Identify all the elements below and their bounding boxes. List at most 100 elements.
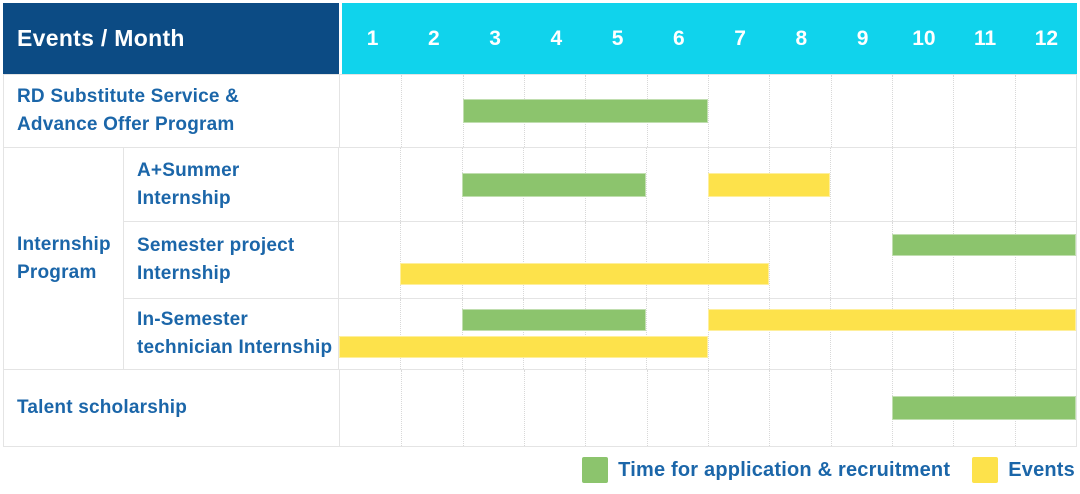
- month-gridline: [584, 222, 586, 298]
- month-gridline: [461, 299, 463, 369]
- month-header-2: 2: [428, 26, 440, 50]
- month-header-12: 12: [1034, 26, 1059, 50]
- month-gridline: [953, 222, 955, 298]
- month-gridline: [953, 148, 955, 221]
- month-gridline: [830, 370, 832, 446]
- month-gridline: [524, 370, 525, 446]
- bar-application-months-3-5: [461, 172, 647, 197]
- month-gridline: [892, 75, 893, 147]
- month-gridline: [708, 370, 709, 446]
- chart-cell-rd-substitute: [340, 75, 1076, 147]
- row-label-line: technician Internship: [137, 337, 333, 358]
- month-header-5: 5: [611, 26, 624, 50]
- bar-application-months-3-6: [462, 99, 708, 123]
- month-gridline: [523, 222, 525, 298]
- row-label-line: Talent scholarship: [17, 397, 188, 418]
- month-gridline: [830, 75, 832, 147]
- month-gridline: [646, 299, 648, 369]
- row-label-rd-substitute: RD Substitute Service & Advance Offer Pr…: [4, 75, 340, 147]
- row-label-line: A+Summer: [137, 159, 240, 181]
- month-gridline: [891, 222, 893, 298]
- legend-label-application: Time for application & recruitment: [618, 458, 951, 481]
- month-header-8: 8: [795, 26, 808, 50]
- group-internship-program: Internship Program A+Summer Internship S…: [4, 147, 1076, 369]
- bar-application-months-10-12: [891, 233, 1076, 256]
- month-gridline: [462, 370, 464, 446]
- row-a-summer-internship: A+Summer Internship: [124, 148, 1076, 221]
- month-gridline: [400, 299, 402, 369]
- row-talent-scholarship: Talent scholarship: [4, 369, 1076, 446]
- group-label-line: Internship: [17, 233, 111, 255]
- month-gridline: [585, 370, 587, 446]
- month-gridline: [768, 222, 770, 298]
- month-gridline: [646, 222, 648, 298]
- month-gridline: [1014, 299, 1016, 369]
- bar-application-months-3-5: [461, 309, 647, 331]
- row-label-line: Advance Offer Program: [17, 114, 235, 135]
- row-label-talent-scholarship: Talent scholarship: [4, 370, 340, 446]
- bar-event-months-2-7: [400, 262, 769, 285]
- month-gridline: [523, 299, 525, 369]
- month-header-7: 7: [734, 26, 746, 50]
- month-gridline: [707, 222, 709, 298]
- chart-cell-talent-scholarship: [340, 370, 1076, 446]
- month-gridline: [953, 75, 955, 147]
- table-body: RD Substitute Service & Advance Offer Pr…: [3, 74, 1077, 447]
- row-in-semester-technician-internship: In-Semester technician Internship: [124, 298, 1076, 369]
- months-header: 1 2 3 4 5 6 7 8 9 10 11 12: [342, 3, 1077, 74]
- month-gridline: [953, 299, 955, 369]
- month-gridline: [461, 222, 463, 298]
- month-gridline: [401, 75, 403, 147]
- bar-application-months-10-12: [892, 396, 1076, 420]
- month-gridline: [400, 148, 402, 221]
- row-label-a-summer-internship: A+Summer Internship: [124, 148, 339, 221]
- month-header-6: 6: [673, 26, 685, 50]
- row-label-line: Semester project: [137, 235, 295, 256]
- bar-event-months-1-6: [339, 335, 708, 358]
- row-label-line: Internship: [137, 263, 231, 284]
- month-gridline: [891, 299, 893, 369]
- chart-cell-semester-project-internship: [339, 222, 1076, 298]
- month-gridline: [1014, 222, 1016, 298]
- legend-label-events: Events: [1008, 458, 1075, 481]
- row-label-in-semester-technician-internship: In-Semester technician Internship: [124, 299, 339, 369]
- month-header-10: 10: [912, 26, 936, 50]
- row-label-line: Internship: [137, 187, 231, 209]
- month-gridline: [830, 222, 832, 298]
- events-month-header: Events / Month: [3, 3, 339, 74]
- month-gridline: [830, 148, 832, 221]
- month-gridline: [707, 299, 709, 369]
- month-gridline: [646, 370, 648, 446]
- events-color-swatch: [972, 457, 999, 483]
- month-gridline: [830, 299, 832, 369]
- bar-event-months-7-8: [707, 172, 831, 197]
- legend-item-application: Time for application & recruitment: [582, 457, 950, 483]
- chart-legend: Time for application & recruitment Event…: [582, 457, 1075, 483]
- chart-cell-in-semester-technician-internship: [339, 299, 1076, 369]
- chart-cell-a-summer-internship: [339, 148, 1076, 221]
- month-gridline: [769, 75, 771, 147]
- row-label-semester-project-internship: Semester project Internship: [124, 222, 339, 298]
- month-gridline: [769, 370, 771, 446]
- month-gridline: [708, 75, 709, 147]
- month-gridline: [1014, 75, 1016, 147]
- row-label-line: In-Semester: [137, 309, 248, 330]
- month-header-11: 11: [974, 26, 997, 50]
- row-rd-substitute: RD Substitute Service & Advance Offer Pr…: [4, 75, 1076, 147]
- legend-item-events: Events: [972, 457, 1075, 483]
- application-color-swatch: [582, 457, 609, 483]
- group-label-line: Program: [17, 261, 97, 283]
- table-header-row: Events / Month 1 2 3 4 5 6 7 8 9 10 11 12: [3, 3, 1077, 74]
- row-label-line: RD Substitute Service &: [17, 86, 240, 107]
- month-gridline: [891, 148, 893, 221]
- month-header-1: 1: [366, 26, 379, 50]
- month-header-3: 3: [489, 26, 501, 50]
- month-gridline: [768, 299, 770, 369]
- month-header-9: 9: [856, 26, 869, 50]
- group-label-internship-program: Internship Program: [4, 148, 124, 369]
- events-month-header-label: Events / Month: [17, 25, 185, 51]
- gantt-table: Events / Month 1 2 3 4 5 6 7 8 9 10 11 12 RD Substi…: [3, 3, 1077, 447]
- month-gridline: [1014, 148, 1016, 221]
- month-header-4: 4: [550, 26, 563, 50]
